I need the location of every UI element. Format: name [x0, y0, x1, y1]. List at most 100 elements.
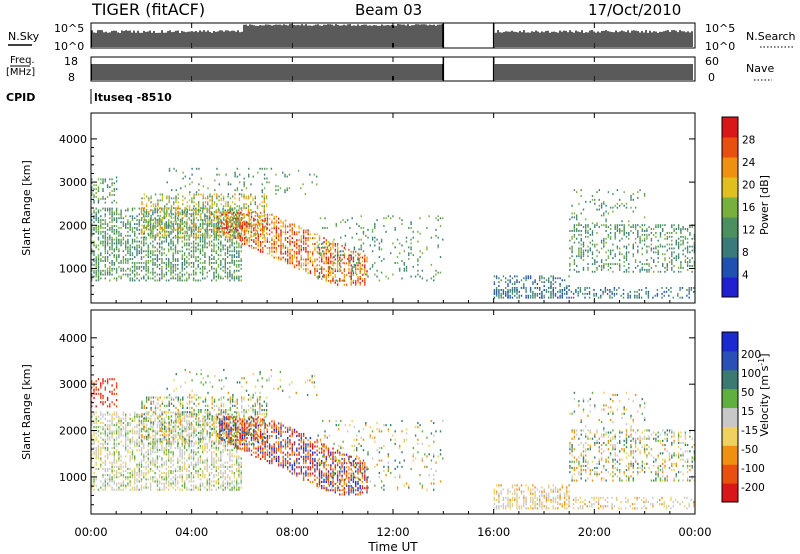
power-cell — [502, 289, 505, 291]
power-cell — [131, 265, 134, 268]
power-cell — [218, 195, 220, 198]
power-cell — [198, 234, 200, 237]
power-cell — [293, 256, 296, 259]
power-cell — [609, 290, 611, 293]
power-cell — [268, 233, 271, 236]
power-cell — [578, 241, 580, 244]
power-cell — [216, 197, 218, 200]
power-cell — [550, 281, 552, 284]
power-cell — [280, 229, 282, 232]
power-cell — [213, 244, 215, 247]
power-cell — [360, 267, 362, 270]
power-cell — [111, 263, 113, 266]
power-cell — [693, 233, 696, 236]
velocity-cell — [97, 467, 100, 470]
power-cell — [430, 277, 433, 280]
power-cell — [629, 296, 631, 299]
power-cell — [604, 289, 607, 291]
power-cell — [350, 272, 352, 274]
power-cell — [225, 211, 227, 213]
power-cell — [305, 231, 307, 234]
power-cell — [394, 228, 396, 231]
power-cell — [507, 285, 509, 287]
power-cell — [271, 244, 273, 247]
power-cell — [186, 218, 188, 221]
power-cell — [307, 262, 309, 265]
power-cell — [637, 249, 639, 252]
power-cell — [172, 225, 174, 227]
power-cell — [127, 260, 129, 262]
power-cell — [632, 253, 634, 256]
power-cell — [607, 233, 610, 236]
power-cell — [689, 259, 691, 262]
power-cell — [342, 254, 344, 257]
power-cell — [278, 237, 280, 239]
power-cell — [623, 226, 625, 228]
power-cell — [213, 236, 216, 239]
power-cell — [385, 230, 387, 233]
power-cell — [104, 232, 106, 235]
power-cell — [266, 246, 269, 249]
power-cell — [97, 265, 100, 268]
power-cell — [147, 256, 149, 258]
power-cell — [351, 217, 353, 220]
power-cell — [224, 267, 226, 270]
power-cell — [662, 265, 664, 267]
power-cell — [421, 252, 424, 255]
power-cell — [113, 277, 115, 280]
power-cell — [273, 223, 275, 226]
power-cell — [417, 258, 419, 260]
power-cell — [150, 209, 152, 211]
power-cell — [680, 266, 682, 269]
power-cell — [236, 209, 238, 212]
power-cell — [548, 290, 550, 293]
power-cell — [316, 233, 318, 236]
power-cell — [545, 290, 548, 293]
power-cell — [316, 276, 318, 278]
power-cell — [244, 241, 246, 243]
power-cell — [514, 283, 516, 285]
power-cell — [607, 255, 610, 258]
power-cell — [578, 270, 580, 273]
power-cell — [307, 252, 309, 255]
power-cell — [207, 209, 209, 211]
power-cell — [280, 244, 282, 247]
power-cell — [570, 296, 573, 299]
power-cell — [321, 252, 323, 255]
power-cell — [578, 224, 580, 227]
power-cell — [293, 231, 296, 234]
power-cell — [238, 269, 240, 272]
power-cell — [264, 213, 266, 216]
power-cell — [206, 215, 208, 218]
power-cell — [682, 239, 684, 242]
power-cell — [638, 292, 640, 295]
power-cell — [643, 237, 646, 240]
power-cell — [245, 226, 247, 229]
power-cell — [321, 272, 323, 274]
velocity-cell — [129, 438, 131, 441]
power-cell — [675, 243, 677, 246]
power-cell — [620, 294, 622, 297]
power-cell — [231, 258, 233, 260]
power-cell — [250, 229, 253, 232]
power-cell — [237, 211, 239, 214]
power-cell — [122, 260, 125, 262]
velocity-cell — [113, 438, 115, 441]
velocity-cell — [106, 434, 109, 437]
power-cell — [243, 193, 245, 196]
nsearch-tick-bottom: 10^0 — [705, 40, 735, 53]
power-cell — [204, 238, 206, 241]
nsky-panel: N.Sky 10^5 10^0 10^5 10^0 N.Search — [8, 22, 796, 53]
power-cell — [284, 229, 287, 232]
power-cell — [217, 219, 220, 222]
power-cell — [572, 292, 575, 295]
power-cell — [219, 227, 221, 230]
power-cell — [534, 287, 536, 289]
power-cell — [165, 236, 168, 239]
power-cell — [296, 243, 298, 245]
power-cell — [584, 287, 586, 289]
power-cell — [186, 230, 188, 233]
power-cell — [145, 238, 147, 241]
power-cell — [319, 267, 322, 270]
power-cell — [241, 217, 244, 220]
